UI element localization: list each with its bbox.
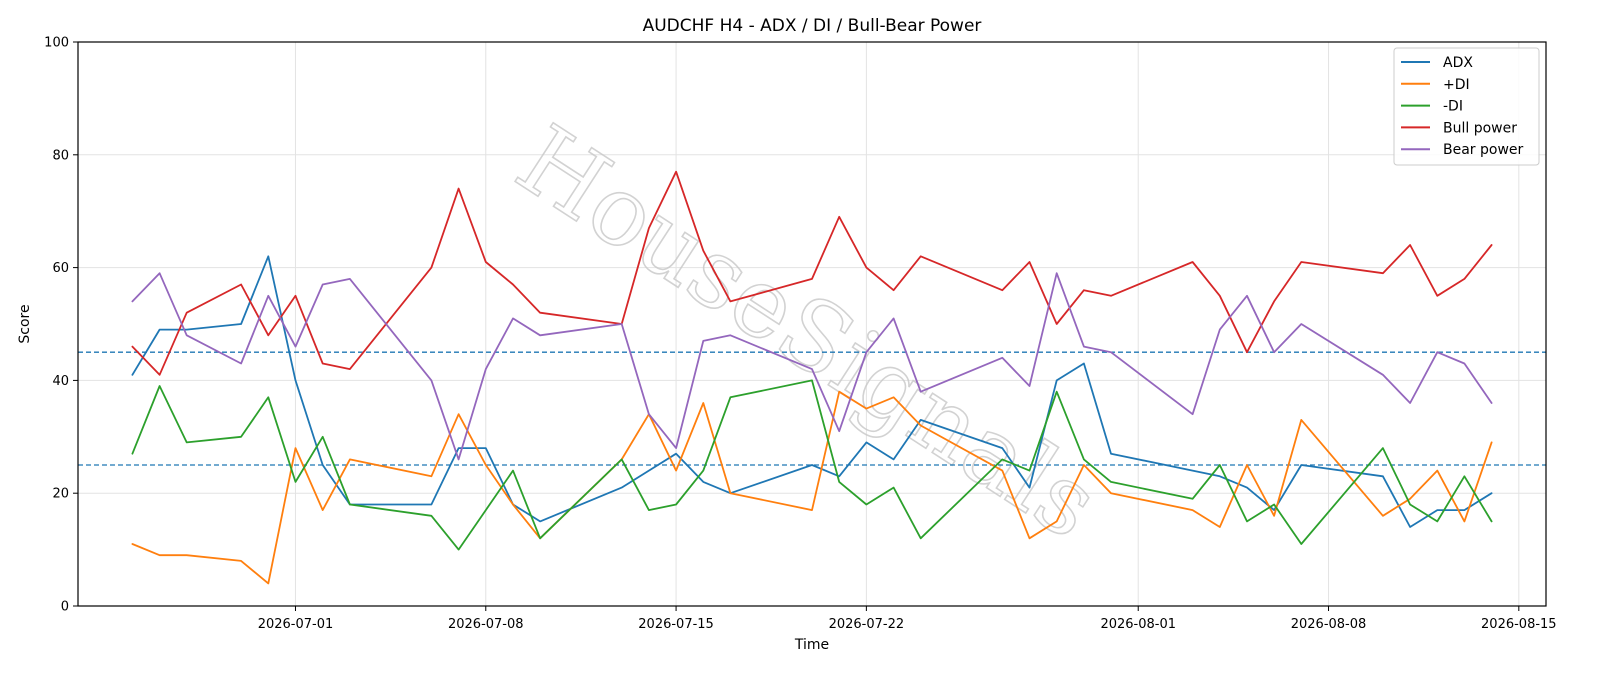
legend-label: Bull power [1443,120,1517,136]
legend-label: ADX [1443,55,1473,71]
x-axis-label: Time [794,637,829,653]
legend-label: -DI [1443,99,1463,115]
x-axis: 2026-07-01 2026-07-08 2026-07-15 2026-07-22… [258,606,1557,632]
legend-label: Bear power [1443,142,1524,158]
x-tick-label: 2026-07-01 [258,617,334,632]
x-tick-label: 2026-07-08 [448,617,524,632]
y-axis-label: Score [17,304,33,343]
x-tick-label: 2026-07-15 [638,617,714,632]
y-tick-label: 40 [52,374,69,389]
plot-frame [77,41,1547,607]
legend-box [1393,47,1540,166]
y-tick-label: 100 [44,36,69,51]
y-tick-label: 60 [52,261,69,276]
x-tick-label: 2026-07-22 [829,617,905,632]
series-line-di [131,379,1493,551]
chart-title: AUDCHF H4 - ADX / DI / Bull-Bear Power [643,16,982,36]
y-tick-label: 20 [52,487,69,502]
y-tick-label: 0 [61,600,69,615]
x-tick-label: 2026-08-08 [1291,617,1367,632]
legend-label: +DI [1443,77,1470,93]
series-line-bear-power [131,272,1493,461]
legend: ADX +DI -DI Bull power Bear power [1393,47,1540,166]
x-tick-label: 2026-08-15 [1481,617,1557,632]
y-axis: 0 20 40 60 80 100 [44,36,78,615]
x-tick-label: 2026-08-01 [1100,617,1176,632]
series-line-bull-power [131,170,1493,376]
series-group [131,170,1493,585]
y-tick-label: 80 [52,148,69,163]
